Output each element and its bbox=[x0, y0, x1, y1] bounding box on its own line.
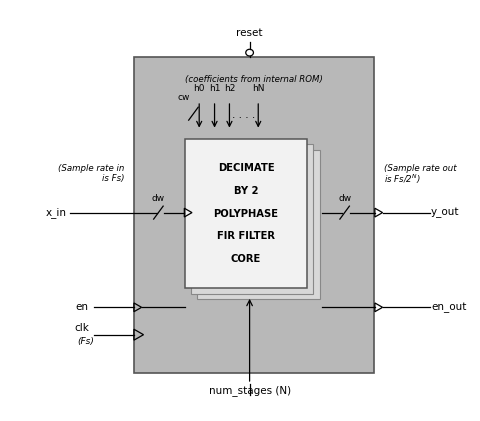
Text: CORE: CORE bbox=[231, 254, 261, 264]
Text: en_out: en_out bbox=[431, 302, 467, 312]
Text: DECIMATE: DECIMATE bbox=[218, 163, 274, 173]
Text: POLYPHASE: POLYPHASE bbox=[214, 209, 278, 218]
Text: clk: clk bbox=[74, 323, 89, 333]
Text: cw: cw bbox=[177, 93, 190, 102]
Text: hN: hN bbox=[252, 85, 264, 93]
Text: y_out: y_out bbox=[431, 208, 459, 218]
Text: x_in: x_in bbox=[46, 207, 67, 218]
Text: (coefficients from internal ROM): (coefficients from internal ROM) bbox=[185, 75, 324, 85]
Text: BY 2: BY 2 bbox=[234, 186, 258, 196]
Bar bbox=[197, 150, 320, 299]
Text: reset: reset bbox=[236, 28, 263, 38]
Bar bbox=[191, 144, 313, 294]
Text: (Fs): (Fs) bbox=[78, 337, 95, 346]
Text: num_stages (N): num_stages (N) bbox=[208, 385, 291, 396]
Text: (Sample rate out: (Sample rate out bbox=[384, 164, 456, 173]
Text: (Sample rate in: (Sample rate in bbox=[59, 164, 125, 173]
Text: FIR FILTER: FIR FILTER bbox=[217, 232, 275, 241]
Bar bbox=[185, 139, 307, 288]
Text: h1: h1 bbox=[209, 85, 220, 93]
Text: is Fs/2$^N$): is Fs/2$^N$) bbox=[384, 172, 420, 186]
Text: dw: dw bbox=[152, 195, 165, 203]
Bar bbox=[134, 57, 374, 373]
Text: . . . .: . . . . bbox=[232, 109, 255, 120]
Text: en: en bbox=[76, 302, 89, 312]
Text: h2: h2 bbox=[224, 85, 235, 93]
Text: is Fs): is Fs) bbox=[91, 174, 125, 184]
Text: h0: h0 bbox=[193, 85, 205, 93]
Text: dw: dw bbox=[338, 195, 351, 203]
